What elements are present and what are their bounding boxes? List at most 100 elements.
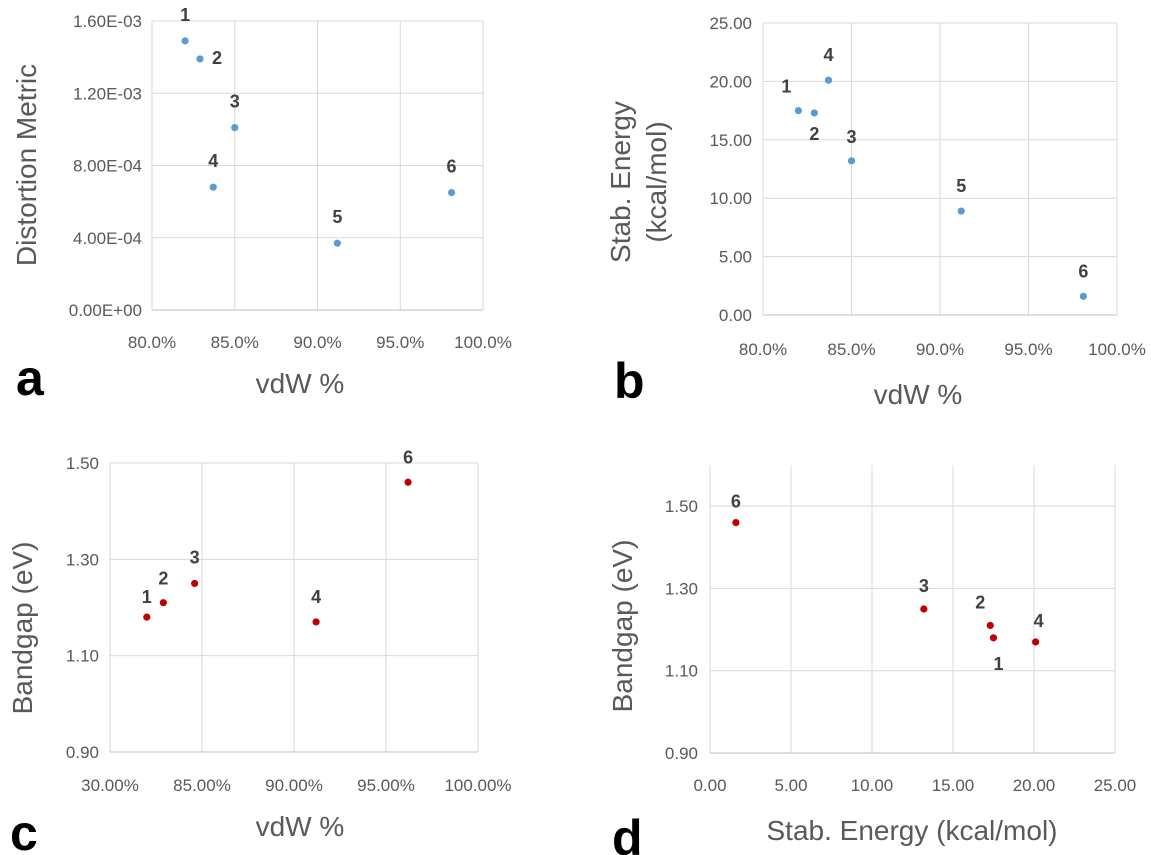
data-point — [957, 207, 965, 215]
y-tick-label: 0.00 — [719, 306, 752, 325]
x-tick-label: 100.0% — [1088, 340, 1146, 359]
y-tick-label: 8.00E-04 — [73, 157, 142, 176]
y-tick-label: 25.00 — [709, 14, 752, 33]
y-tick-label: 15.00 — [709, 131, 752, 150]
panel-letter: c — [10, 805, 38, 855]
x-tick-label: 85.0% — [827, 340, 875, 359]
x-tick-label: 85.0% — [211, 333, 259, 352]
data-point — [209, 183, 217, 191]
x-tick-label: 80.0% — [739, 340, 787, 359]
data-point-label: 1 — [993, 654, 1003, 674]
x-tick-label: 90.00% — [265, 776, 323, 795]
x-tick-label: 95.0% — [1004, 340, 1052, 359]
y-axis-title: Bandgap (eV) — [607, 540, 638, 713]
data-point-label: 3 — [919, 576, 929, 596]
data-point — [847, 157, 856, 165]
x-tick-label: 0.00 — [693, 776, 726, 795]
data-point — [191, 579, 199, 588]
y-axis-title-line: Stab. Energy — [605, 101, 636, 263]
x-tick-label: 100.0% — [454, 333, 512, 352]
y-tick-label: 1.50 — [665, 497, 698, 516]
data-point-label: 1 — [180, 5, 190, 25]
x-tick-label: 20.00 — [1013, 776, 1056, 795]
y-tick-label: 0.90 — [66, 743, 99, 762]
data-point-label: 2 — [809, 124, 819, 144]
data-point — [1079, 292, 1087, 300]
y-tick-label: 1.50 — [66, 454, 99, 473]
x-tick-label: 10.00 — [851, 776, 894, 795]
data-point — [181, 37, 189, 45]
data-point-label: 1 — [142, 587, 152, 607]
x-tick-label: 85.00% — [173, 776, 231, 795]
x-tick-label: 95.0% — [376, 333, 424, 352]
data-point — [920, 605, 928, 613]
y-tick-label: 0.00E+00 — [69, 301, 142, 320]
y-axis-title-line: (kcal/mol) — [641, 121, 672, 242]
panel-letter: d — [612, 810, 643, 855]
data-point — [312, 618, 320, 626]
panel-letter: b — [614, 353, 645, 409]
y-axis-title: Stab. Energy (kcal/mol) — [605, 101, 672, 263]
y-tick-label: 1.20E-03 — [73, 84, 142, 103]
y-axis-title: Bandgap (eV) — [7, 542, 38, 715]
y-tick-label: 1.30 — [665, 579, 698, 598]
data-point-label: 1 — [781, 77, 791, 97]
x-tick-label: 25.00 — [1094, 776, 1137, 795]
data-point — [794, 107, 803, 115]
y-tick-label: 4.00E-04 — [73, 229, 142, 248]
data-point-label: 2 — [212, 48, 222, 68]
x-axis-title: Stab. Energy (kcal/mol) — [767, 815, 1058, 846]
data-point — [404, 478, 412, 486]
data-point-label: 3 — [190, 547, 200, 567]
data-point-label: 4 — [311, 587, 321, 607]
data-point-label: 6 — [1078, 261, 1088, 281]
data-point — [447, 188, 456, 197]
x-axis-title: vdW % — [874, 379, 963, 410]
y-tick-label: 5.00 — [719, 248, 752, 267]
data-point-label: 6 — [447, 157, 457, 177]
data-point-label: 6 — [403, 447, 413, 467]
y-tick-label: 1.30 — [66, 550, 99, 569]
data-point-label: 4 — [823, 45, 833, 65]
y-tick-label: 0.90 — [665, 744, 698, 763]
data-point-label: 2 — [158, 569, 168, 589]
y-tick-label: 10.00 — [709, 189, 752, 208]
data-point — [196, 55, 204, 63]
data-point — [159, 599, 167, 607]
x-axis-title: vdW % — [256, 368, 345, 399]
x-axis-title: vdW % — [256, 811, 345, 842]
x-tick-label: 90.0% — [916, 340, 964, 359]
chart-panel-a: 80.0% 85.0% 90.0% 95.0% 100.0% 0.00E+00 4.00E-… — [11, 5, 512, 406]
data-point — [986, 621, 994, 630]
data-point-label: 5 — [332, 207, 342, 227]
x-tick-label: 95.00% — [357, 776, 415, 795]
data-point — [732, 519, 740, 527]
y-tick-label: 1.10 — [66, 647, 99, 666]
data-point-label: 4 — [1034, 611, 1044, 631]
chart-panel-b: 80.0% 85.0% 90.0% 95.0% 100.0% 0.00 5.00 10.00 1… — [605, 14, 1146, 410]
data-point-label: 3 — [846, 127, 856, 147]
data-point — [333, 239, 341, 247]
data-point — [810, 109, 818, 117]
x-tick-label: 15.00 — [932, 776, 975, 795]
data-point — [143, 613, 151, 621]
data-point-label: 6 — [731, 492, 741, 512]
x-tick-label: 80.0% — [128, 333, 176, 352]
data-point — [989, 634, 998, 642]
y-tick-label: 20.00 — [709, 72, 752, 91]
chart-panel-c: 30.00% 85.00% 90.00% 95.00% 100.00% 0.90 1.10 1… — [7, 447, 512, 855]
panel-letter: a — [16, 350, 45, 406]
y-tick-label: 1.10 — [665, 662, 698, 681]
x-tick-label: 100.00% — [444, 776, 511, 795]
chart-panel-d: 0.00 5.00 10.00 15.00 20.00 25.00 0.90 1.10 1.30… — [607, 465, 1136, 855]
data-point — [231, 123, 239, 132]
x-tick-label: 90.0% — [293, 333, 341, 352]
data-point-label: 3 — [230, 92, 240, 112]
x-tick-label: 5.00 — [774, 776, 807, 795]
x-tick-label: 30.00% — [81, 776, 139, 795]
y-axis-title: Distortion Metric — [11, 64, 42, 266]
y-tick-label: 1.60E-03 — [73, 12, 142, 31]
data-point-label: 2 — [975, 592, 985, 612]
data-point-label: 4 — [208, 151, 218, 171]
